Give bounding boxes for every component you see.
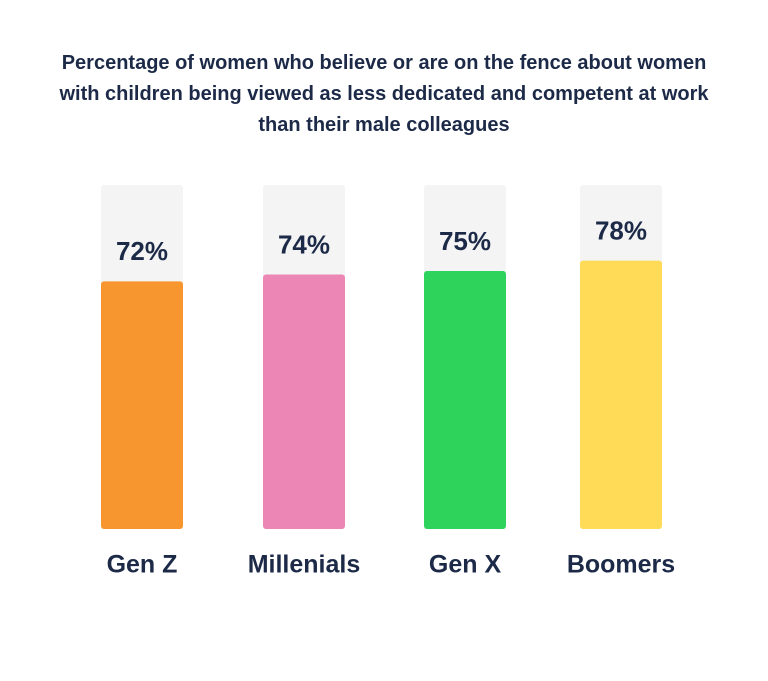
x-tick-label: Gen Z xyxy=(107,551,178,579)
bar xyxy=(263,274,345,529)
bar xyxy=(580,260,662,529)
chart-title: Percentage of women who believe or are o… xyxy=(59,52,709,136)
x-tick-label: Millenials xyxy=(248,551,361,579)
bar xyxy=(101,281,183,529)
value-label: 78% xyxy=(595,216,647,246)
x-tick-label: Boomers xyxy=(567,551,675,579)
x-tick-label: Gen X xyxy=(429,551,502,579)
value-label: 75% xyxy=(439,226,491,256)
bar xyxy=(424,271,506,529)
value-label: 72% xyxy=(116,236,168,266)
value-label: 74% xyxy=(278,229,330,259)
